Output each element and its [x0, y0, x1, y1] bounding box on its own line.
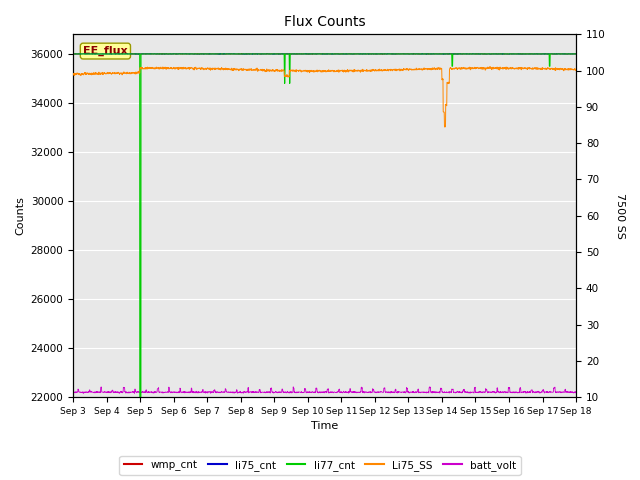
- Y-axis label: Counts: Counts: [15, 196, 25, 235]
- Legend: wmp_cnt, li75_cnt, li77_cnt, Li75_SS, batt_volt: wmp_cnt, li75_cnt, li77_cnt, Li75_SS, ba…: [120, 456, 520, 475]
- X-axis label: Time: Time: [311, 421, 338, 432]
- Title: Flux Counts: Flux Counts: [284, 15, 365, 29]
- Text: EE_flux: EE_flux: [83, 46, 128, 56]
- Y-axis label: 7500 SS: 7500 SS: [615, 193, 625, 239]
